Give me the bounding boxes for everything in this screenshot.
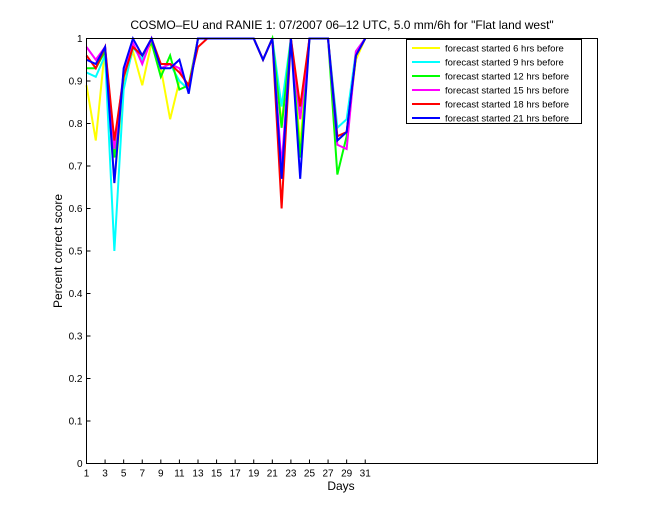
x-tick-label: 19 [248,469,260,480]
legend-label-3: forecast started 12 hrs before [445,72,569,83]
y-tick-label: 0.4 [69,289,83,300]
x-tick-label: 11 [174,469,185,480]
y-tick-label: 0.1 [69,417,83,428]
series-line-5 [85,36,367,209]
plot-lines [85,34,367,252]
legend-label-2: forecast started 9 hrs before [445,58,564,69]
chart-title: COSMO–EU and RANIE 1: 07/2007 06–12 UTC,… [130,18,553,32]
x-tick-label: 27 [323,469,335,480]
x-tick-label: 25 [304,469,316,480]
x-tick-label: 9 [158,469,164,480]
x-axis: 1 3 5 7 9 11 13 15 17 19 21 23 25 27 29 31 [84,459,372,480]
legend: forecast started 6 hrs before forecast st… [406,39,582,125]
y-tick-label: 0.9 [69,77,83,88]
legend-label-6: forecast started 21 hrs before [445,114,569,125]
y-axis: 0 0.1 0.2 0.3 0.4 0.5 0.6 0.7 0.8 0.9 1 [69,34,91,470]
x-tick-label: 3 [102,469,108,480]
x-tick-label: 13 [192,469,204,480]
x-tick-label: 23 [285,469,297,480]
series-line-4 [85,35,367,167]
legend-label-4: forecast started 15 hrs before [445,86,569,97]
y-tick-label: 0 [77,459,83,470]
legend-label-5: forecast started 18 hrs before [445,100,569,111]
x-tick-label: 29 [341,469,353,480]
x-tick-label: 17 [230,469,242,480]
series-line-2 [86,34,367,252]
x-tick-label: 5 [121,469,127,480]
y-tick-label: 0.8 [69,119,83,130]
x-tick-label: 1 [84,469,90,480]
y-tick-label: 0.6 [69,204,83,215]
y-tick-label: 0.5 [69,247,83,258]
x-tick-label: 7 [139,469,145,480]
y-axis-label: Percent correct score [51,194,65,308]
x-tick-label: 15 [211,469,223,480]
legend-label-1: forecast started 6 hrs before [445,44,564,55]
legend-box [406,39,582,124]
y-tick-label: 0.2 [69,374,83,385]
y-tick-label: 0.3 [69,332,83,343]
x-tick-label: 31 [360,469,372,480]
y-tick-label: 1 [77,34,83,45]
x-axis-label: Days [327,479,354,493]
x-tick-label: 21 [267,469,279,480]
y-tick-label: 0.7 [69,162,83,173]
